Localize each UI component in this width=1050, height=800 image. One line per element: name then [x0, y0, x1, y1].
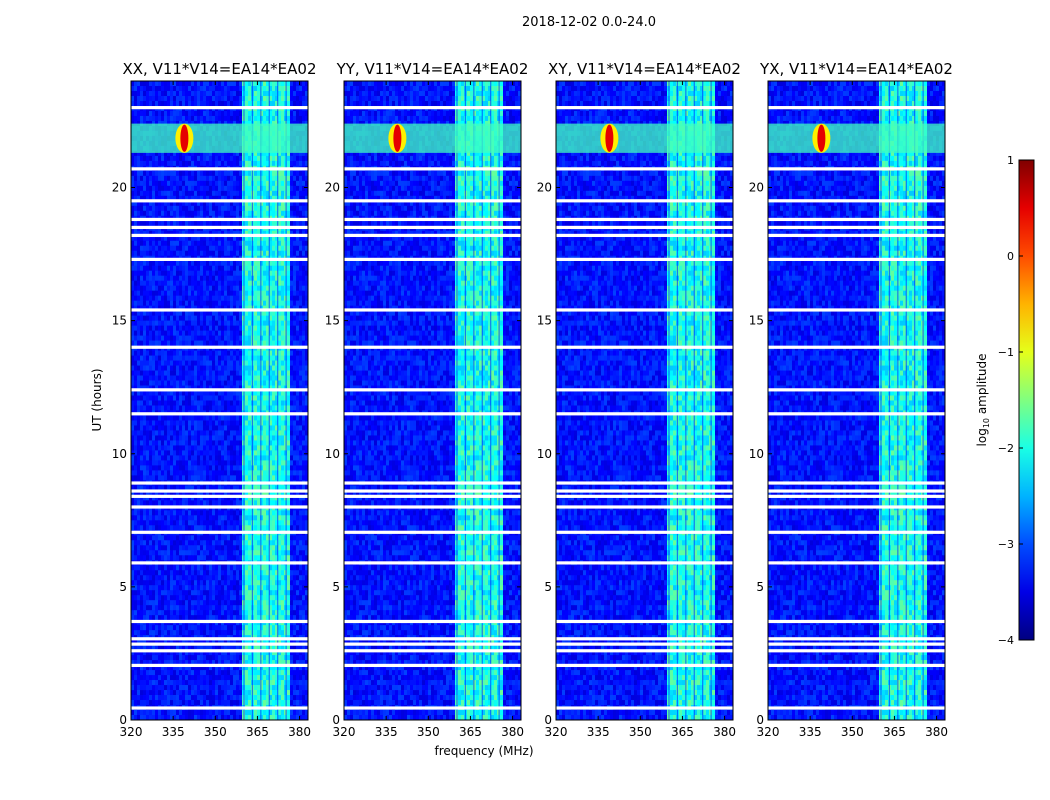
panel-title: XX, V11*V14=EA14*EA02: [122, 60, 316, 78]
colorbar-tick-label: −2: [998, 442, 1014, 455]
colorbar: 1 0 −1 −2 −3 −4: [998, 154, 1035, 647]
y-tick-label: 15: [112, 314, 127, 328]
spectrogram: [768, 81, 945, 720]
y-tick-label: 0: [544, 713, 552, 727]
colorbar-label: log10 amplitude: [975, 354, 991, 447]
y-tick-label: 15: [749, 314, 764, 328]
y-axis-label: UT (hours): [90, 368, 104, 431]
x-tick-label: 380: [288, 725, 311, 739]
x-tick-label: 365: [459, 725, 482, 739]
x-tick-label: 365: [883, 725, 906, 739]
spectrogram: [344, 81, 521, 720]
x-tick-label: 365: [671, 725, 694, 739]
y-tick-label: 20: [325, 181, 340, 195]
panel-4: YX, V11*V14=EA14*EA02 320 335 350 365 380 0 5 10…: [749, 60, 953, 739]
x-tick-label: 350: [841, 725, 864, 739]
panel-title: XY, V11*V14=EA14*EA02: [548, 60, 741, 78]
x-tick-label: 350: [204, 725, 227, 739]
colorbar-tick-label: 1: [1007, 154, 1014, 167]
y-tick-label: 10: [537, 447, 552, 461]
x-tick-label: 335: [375, 725, 398, 739]
panel-title: YX, V11*V14=EA14*EA02: [759, 60, 953, 78]
y-tick-label: 10: [325, 447, 340, 461]
y-tick-label: 0: [756, 713, 764, 727]
panel-frame: [343, 80, 522, 721]
y-tick-label: 5: [119, 580, 127, 594]
panel-frame: [130, 80, 309, 721]
colorbar-label-base: log: [975, 428, 989, 446]
x-tick-label: 350: [417, 725, 440, 739]
y-tick-label: 10: [749, 447, 764, 461]
y-tick-label: 15: [325, 314, 340, 328]
colorbar-label-sub: 10: [982, 418, 991, 428]
colorbar-tick-label: −3: [998, 538, 1014, 551]
x-tick-label: 320: [120, 725, 143, 739]
x-tick-label: 320: [545, 725, 568, 739]
x-tick-label: 320: [757, 725, 780, 739]
y-tick-label: 0: [119, 713, 127, 727]
colorbar-gradient: [1018, 159, 1035, 641]
colorbar-tick-label: −1: [998, 346, 1014, 359]
figure-title: 2018-12-02 0.0-24.0: [522, 15, 656, 30]
y-tick-label: 5: [544, 580, 552, 594]
x-tick-label: 335: [162, 725, 185, 739]
x-axis-label: frequency (MHz): [434, 744, 533, 758]
x-tick-label: 335: [799, 725, 822, 739]
panel-1: XX, V11*V14=EA14*EA02 320 335 350 365 380 0 5 10…: [112, 60, 317, 739]
y-tick-label: 5: [332, 580, 340, 594]
spectrogram: [131, 81, 308, 720]
y-tick-label: 15: [537, 314, 552, 328]
spectrogram: [556, 81, 733, 720]
x-tick-label: 380: [713, 725, 736, 739]
panels: XX, V11*V14=EA14*EA02 320 335 350 365 380 0 5 10…: [112, 60, 953, 739]
colorbar-tick-label: −4: [998, 634, 1014, 647]
colorbar-label-rest: amplitude: [975, 354, 989, 418]
y-tick-label: 20: [537, 181, 552, 195]
x-tick-label: 380: [501, 725, 524, 739]
y-tick-label: 5: [756, 580, 764, 594]
x-tick-label: 335: [587, 725, 610, 739]
x-tick-label: 380: [925, 725, 948, 739]
panel-frame: [555, 80, 734, 721]
panel-3: XY, V11*V14=EA14*EA02 320 335 350 365 380 0 5 10…: [537, 60, 741, 739]
x-tick-label: 320: [333, 725, 356, 739]
y-tick-label: 20: [749, 181, 764, 195]
panel-title: YY, V11*V14=EA14*EA02: [336, 60, 529, 78]
x-tick-label: 350: [629, 725, 652, 739]
panel-2: YY, V11*V14=EA14*EA02 320 335 350 365 380 0 5 10…: [325, 60, 529, 739]
x-tick-label: 365: [246, 725, 269, 739]
y-tick-label: 0: [332, 713, 340, 727]
colorbar-tick-label: 0: [1007, 250, 1014, 263]
y-tick-label: 10: [112, 447, 127, 461]
panel-frame: [767, 80, 946, 721]
y-tick-label: 20: [112, 181, 127, 195]
